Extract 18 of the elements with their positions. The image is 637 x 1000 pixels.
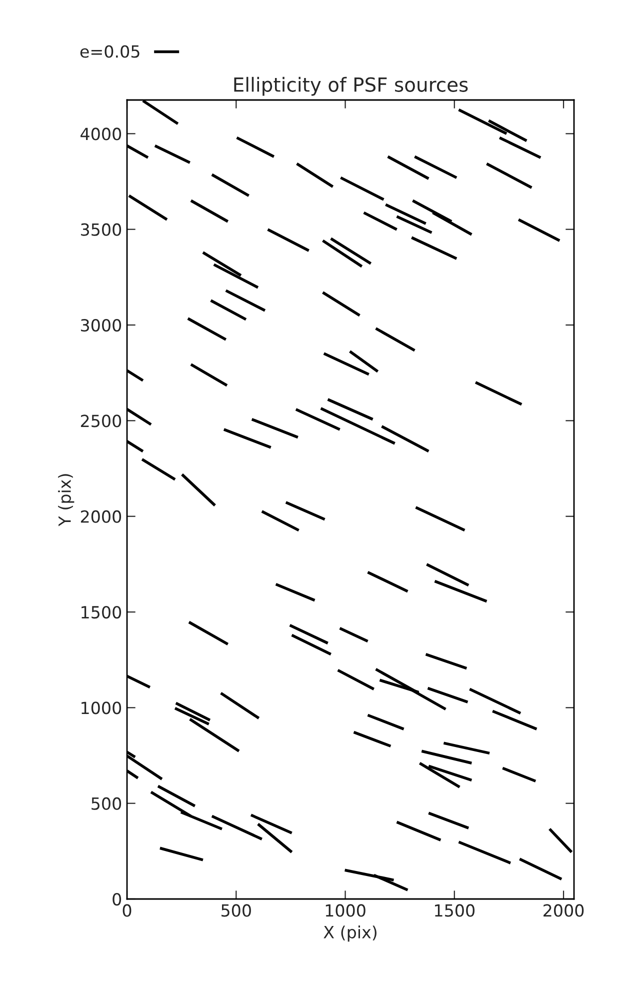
x-tick-label: 0 (122, 904, 132, 917)
x-axis-title: X (pix) (324, 926, 376, 942)
y-tick-label: 2000 (80, 510, 122, 523)
x-tick-label: 2000 (544, 904, 584, 917)
y-tick-label: 4000 (80, 128, 122, 140)
y-tick-label: 3500 (81, 223, 122, 236)
y-tick-label: 1000 (82, 702, 122, 714)
chart-title: Ellipticity of PSF sources (234, 76, 468, 96)
y-axis-title: Y (pix) (58, 474, 74, 526)
x-tick-label: 1000 (326, 904, 366, 917)
x-tick-label: 1500 (435, 904, 474, 917)
y-tick-label: 1500 (82, 606, 122, 619)
y-tick-label: 0 (112, 892, 122, 906)
legend-label: e=0.05 (80, 45, 140, 58)
x-tick-label: 500 (222, 904, 251, 917)
y-tick-label: 3000 (81, 318, 122, 332)
y-tick-label: 500 (92, 797, 122, 810)
y-tick-label: 2500 (80, 414, 122, 428)
